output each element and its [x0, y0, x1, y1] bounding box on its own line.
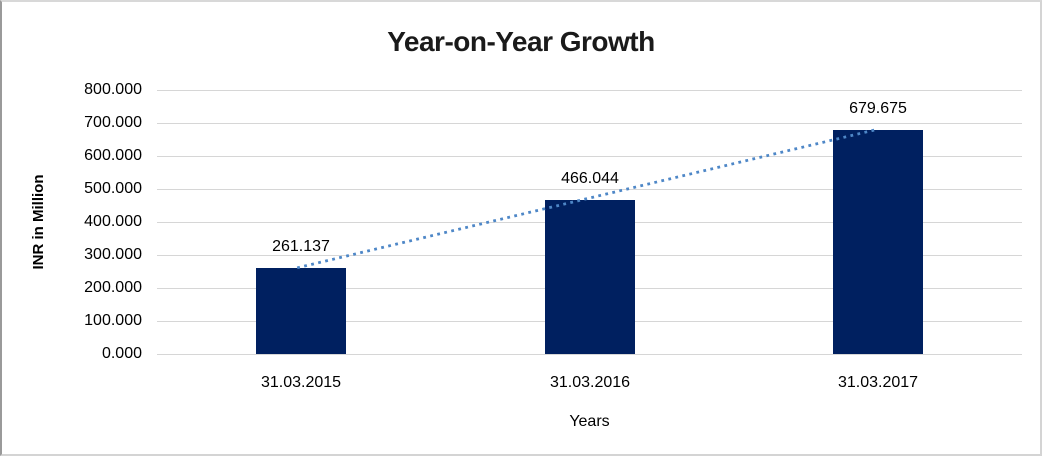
gridline — [157, 90, 1022, 91]
bar — [833, 130, 923, 354]
x-axis-tick-label: 31.03.2015 — [260, 374, 342, 391]
bar-value-label: 679.675 — [849, 100, 907, 117]
y-axis-tick-label: 0.000 — [101, 345, 142, 362]
bar-value-label: 261.137 — [272, 238, 330, 255]
x-axis-tick-label: 31.03.2016 — [549, 374, 631, 391]
gridline — [157, 123, 1022, 124]
chart-title: Year-on-Year Growth — [387, 26, 655, 57]
y-axis-tick-label: 700.000 — [84, 114, 142, 131]
bar — [545, 200, 635, 354]
y-axis-tick-label: 600.000 — [84, 147, 142, 164]
y-axis-tick-label: 500.000 — [84, 180, 142, 197]
bar — [256, 268, 346, 354]
y-axis-tick-label: 300.000 — [84, 246, 142, 263]
y-axis-tick-label: 400.000 — [84, 213, 142, 230]
y-axis-tick-label: 200.000 — [84, 279, 142, 296]
x-axis-title: Years — [569, 413, 610, 430]
y-axis-tick-label: 100.000 — [84, 312, 142, 329]
bar-value-label: 466.044 — [561, 170, 619, 187]
y-axis-tick-label: 800.000 — [84, 81, 142, 98]
x-axis-tick-label: 31.03.2017 — [837, 374, 919, 391]
gridline — [157, 354, 1022, 355]
